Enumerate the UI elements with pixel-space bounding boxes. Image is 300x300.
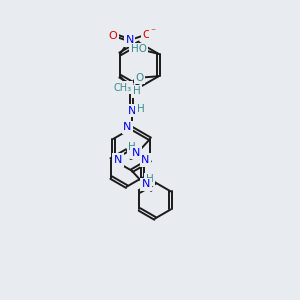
Text: HO: HO	[130, 44, 146, 54]
Text: N: N	[123, 122, 132, 132]
Text: H: H	[133, 86, 140, 96]
Text: O: O	[136, 73, 144, 83]
Text: O: O	[143, 30, 152, 40]
Text: CH₃: CH₃	[113, 83, 132, 93]
Text: H: H	[137, 104, 145, 114]
Text: N: N	[114, 155, 122, 165]
Text: H: H	[128, 142, 136, 152]
Text: O: O	[109, 31, 117, 41]
Text: N: N	[125, 35, 134, 45]
Text: H: H	[146, 174, 154, 184]
Text: ⁻: ⁻	[150, 27, 155, 37]
Text: N: N	[128, 106, 136, 116]
Text: N: N	[142, 179, 150, 190]
Text: N: N	[141, 155, 150, 165]
Text: N: N	[132, 148, 140, 158]
